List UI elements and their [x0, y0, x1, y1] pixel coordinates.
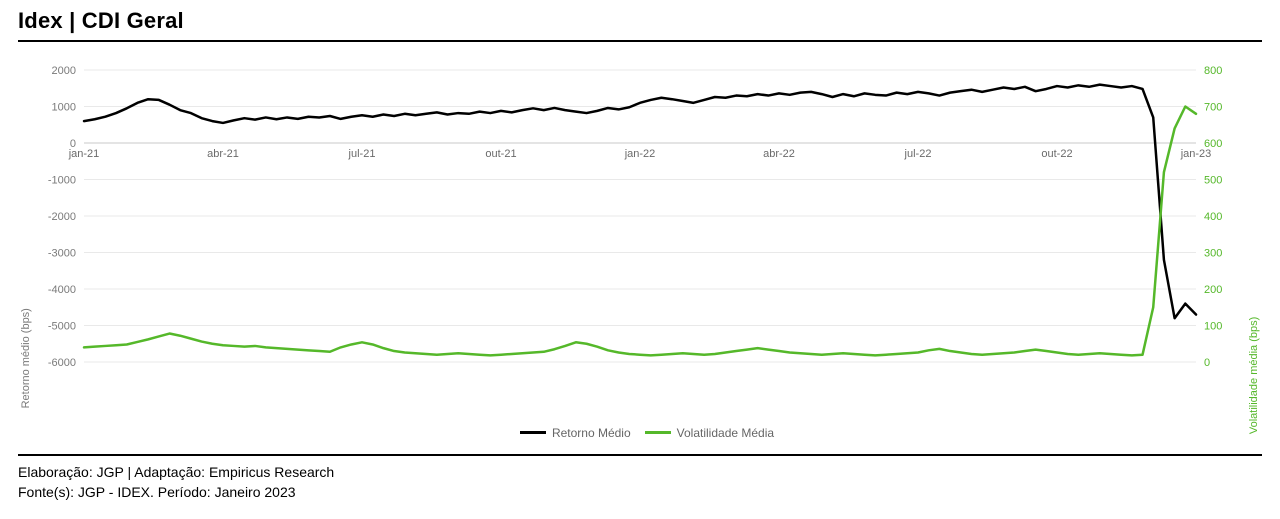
- svg-text:jul-21: jul-21: [348, 148, 376, 160]
- y-axis-right-label: Volatilidade média (bps): [1248, 317, 1260, 434]
- legend-label: Retorno Médio: [552, 426, 631, 440]
- svg-text:-5000: -5000: [48, 321, 76, 333]
- svg-text:jan-23: jan-23: [1180, 148, 1212, 160]
- footer-line-1: Elaboração: JGP | Adaptação: Empiricus R…: [18, 462, 1262, 482]
- svg-text:abr-21: abr-21: [207, 148, 239, 160]
- svg-text:-6000: -6000: [48, 357, 76, 369]
- legend-swatch: [645, 431, 671, 434]
- svg-text:out-22: out-22: [1041, 148, 1072, 160]
- svg-text:-2000: -2000: [48, 211, 76, 223]
- y-axis-left-label: Retorno médio (bps): [20, 308, 32, 408]
- svg-text:-1000: -1000: [48, 175, 76, 187]
- svg-text:jan-21: jan-21: [68, 148, 100, 160]
- svg-text:out-21: out-21: [485, 148, 516, 160]
- svg-text:500: 500: [1204, 175, 1222, 187]
- svg-text:300: 300: [1204, 248, 1222, 260]
- chart-plot: -6000-5000-4000-3000-2000-10000100020000…: [80, 60, 1200, 380]
- svg-text:400: 400: [1204, 211, 1222, 223]
- legend-swatch: [520, 431, 546, 434]
- svg-text:-3000: -3000: [48, 248, 76, 260]
- footer-divider: [18, 454, 1262, 456]
- svg-text:abr-22: abr-22: [763, 148, 795, 160]
- svg-text:-4000: -4000: [48, 284, 76, 296]
- svg-text:1000: 1000: [52, 102, 76, 114]
- legend-label: Volatilidade Média: [677, 426, 774, 440]
- chart-area: Retorno médio (bps) Volatilidade média (…: [18, 60, 1262, 420]
- svg-text:200: 200: [1204, 284, 1222, 296]
- chart-legend: Retorno Médio Volatilidade Média: [18, 426, 1262, 440]
- svg-text:100: 100: [1204, 321, 1222, 333]
- svg-text:700: 700: [1204, 102, 1222, 114]
- svg-text:2000: 2000: [52, 65, 76, 77]
- svg-text:0: 0: [1204, 357, 1210, 369]
- svg-text:jul-22: jul-22: [904, 148, 932, 160]
- footer-line-2: Fonte(s): JGP - IDEX. Período: Janeiro 2…: [18, 482, 1262, 502]
- chart-title: Idex | CDI Geral: [18, 8, 1262, 42]
- svg-text:jan-22: jan-22: [624, 148, 656, 160]
- svg-text:800: 800: [1204, 65, 1222, 77]
